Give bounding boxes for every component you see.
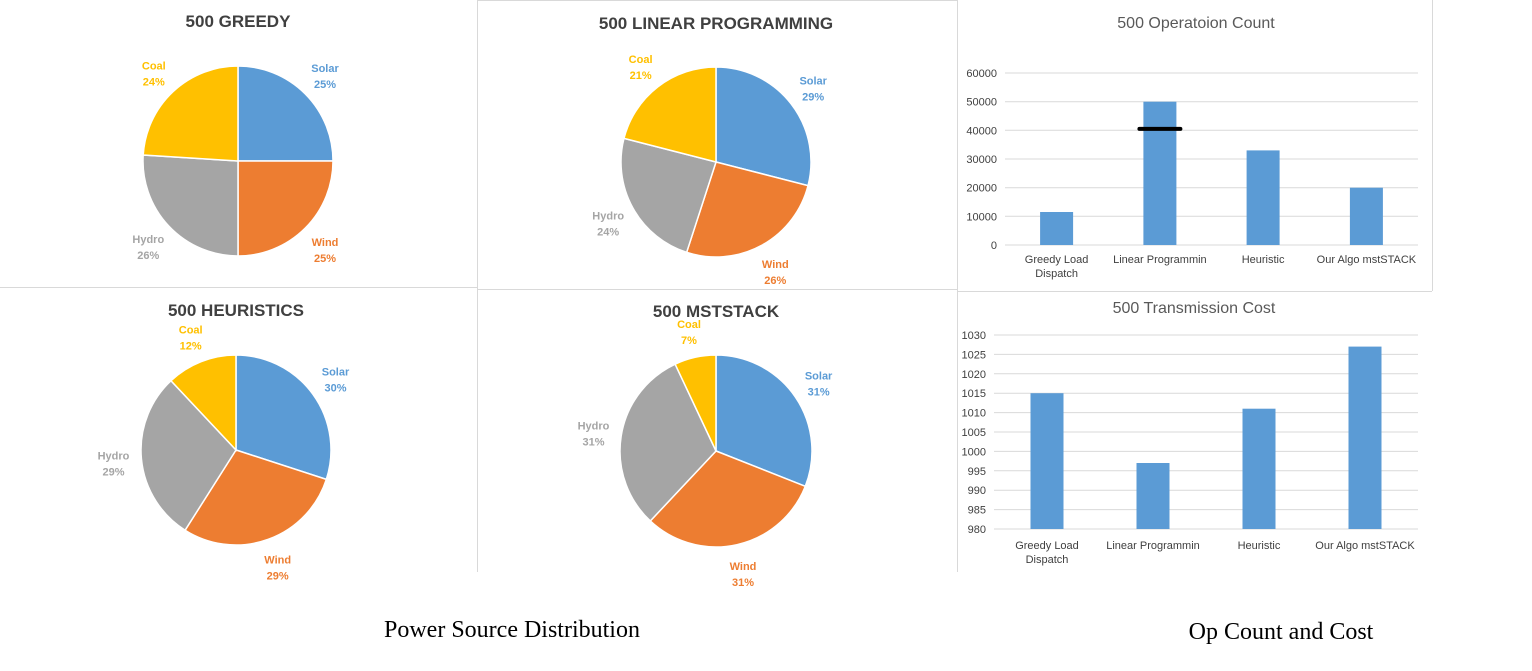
pie-slice-wind	[685, 161, 809, 258]
y-tick-label: 1005	[962, 427, 986, 439]
pie-label-wind: Wind 25%	[312, 237, 339, 265]
bar-chart-500-operatoion-count: 500 Operatoion Count 0 10000 20000 30000 4000…	[966, 15, 1418, 280]
pie-label-wind: Wind 29%	[264, 555, 291, 583]
x-tick-label: Heuristic	[1238, 540, 1281, 552]
bar-chart-500-transmission-cost: 500 Transmission Cost 980 985 990 995 1000 100…	[962, 300, 1418, 566]
pie-slice-hydro	[142, 154, 239, 257]
pie-slice-solar	[715, 66, 812, 187]
pie-title: 500 GREEDY	[186, 12, 292, 31]
bar-heuristic	[1246, 150, 1280, 245]
pie-label-coal: Coal 21%	[629, 54, 653, 82]
y-tick-label: 30000	[966, 154, 997, 166]
y-tick-label: 40000	[966, 125, 997, 137]
bar-linear-programmin	[1143, 101, 1177, 245]
pie-slice-wind	[184, 449, 328, 546]
pie-title: 500 MSTSTACK	[653, 302, 780, 321]
pie-label-hydro: Hydro 24%	[592, 210, 624, 238]
pie-slice-coal	[674, 354, 717, 452]
y-tick-label: 0	[991, 240, 997, 252]
bar-our-algo-mststack	[1349, 187, 1383, 245]
x-tick-label: Greedy Load Dispatch	[1025, 254, 1089, 280]
pie-label-wind: Wind 26%	[762, 259, 789, 287]
y-tick-label: 985	[968, 505, 986, 517]
y-tick-label: 1015	[962, 388, 986, 400]
pie-slice-coal	[169, 354, 237, 452]
bar-greedy-load-dispatch	[1030, 393, 1064, 529]
x-tick-label: Linear Programmin	[1113, 254, 1207, 266]
y-tick-label: 50000	[966, 97, 997, 109]
y-tick-label: 995	[968, 466, 986, 478]
pie-slice-solar	[715, 354, 813, 488]
pie-chart-500-heuristics: 500 HEURISTICS Solar 30% Wind 29% Hydro 29% Coa…	[98, 301, 350, 583]
pie-slice-coal	[142, 65, 239, 162]
y-tick-label: 60000	[966, 68, 997, 80]
pie-chart-500-linear-programming: 500 LINEAR PROGRAMMING Solar 29% Wind 26% Hyd…	[592, 14, 833, 287]
pie-label-solar: Solar 29%	[799, 76, 827, 104]
bar-greedy-load-dispatch	[1040, 212, 1074, 245]
y-tick-label: 1020	[962, 369, 986, 381]
caption-op-count-and-cost: Op Count and Cost	[1189, 619, 1374, 645]
y-tick-label: 10000	[966, 211, 997, 223]
pie-slice-hydro	[620, 137, 717, 254]
pie-slice-coal	[623, 66, 717, 163]
x-tick-label: Our Algo mstSTACK	[1315, 540, 1415, 552]
x-tick-label: Linear Programmin	[1106, 540, 1200, 552]
pie-slice-solar	[237, 65, 334, 162]
y-tick-label: 980	[968, 524, 986, 536]
x-tick-label: Heuristic	[1242, 254, 1285, 266]
pie-slice-hydro	[140, 379, 237, 532]
bar-title: 500 Transmission Cost	[1113, 300, 1276, 317]
bar-linear-programmin	[1136, 463, 1170, 529]
x-tick-label: Greedy Load Dispatch	[1015, 540, 1079, 566]
pie-label-wind: Wind 31%	[730, 561, 757, 589]
y-tick-label: 1025	[962, 349, 986, 361]
pie-slice-solar	[235, 354, 332, 481]
x-tick-label: Our Algo mstSTACK	[1317, 254, 1417, 266]
y-tick-label: 990	[968, 485, 986, 497]
pie-slice-wind	[649, 450, 807, 548]
pie-label-coal: Coal 24%	[142, 60, 166, 88]
pie-title: 500 HEURISTICS	[168, 301, 304, 320]
y-tick-label: 1010	[962, 408, 986, 420]
pie-charts: 500 GREEDY Solar 25% Wind 25% Hydro 26% Coal 24%…	[98, 12, 834, 589]
y-tick-label: 1030	[962, 330, 986, 342]
y-tick-label: 1000	[962, 446, 986, 458]
bar-our-algo-mststack	[1348, 346, 1382, 529]
pie-label-coal: Coal 12%	[179, 325, 203, 353]
pie-label-solar: Solar 31%	[805, 370, 833, 398]
pie-title: 500 LINEAR PROGRAMMING	[599, 14, 833, 33]
pie-slice-hydro	[619, 363, 717, 523]
y-tick-label: 20000	[966, 183, 997, 195]
pie-label-hydro: Hydro 29%	[98, 451, 130, 479]
pie-label-solar: Solar 30%	[322, 367, 350, 395]
pie-chart-500-mststack: 500 MSTSTACK Solar 31% Wind 31% Hydro 31% Coal 7…	[578, 302, 833, 589]
bar-heuristic	[1242, 408, 1276, 529]
pie-label-hydro: Hydro 26%	[132, 234, 164, 262]
bar-charts: 500 Operatoion Count 0 10000 20000 30000 4000…	[962, 15, 1418, 566]
pie-slice-wind	[237, 160, 334, 257]
pie-chart-500-greedy: 500 GREEDY Solar 25% Wind 25% Hydro 26% Coal 24%	[132, 12, 339, 265]
bar-title: 500 Operatoion Count	[1117, 15, 1275, 32]
pie-label-coal: Coal 7%	[677, 319, 701, 347]
pie-label-hydro: Hydro 31%	[578, 421, 610, 449]
pie-label-solar: Solar 25%	[311, 63, 339, 91]
caption-power-source-distribution: Power Source Distribution	[384, 617, 640, 643]
panel-borders	[0, 0, 1433, 572]
